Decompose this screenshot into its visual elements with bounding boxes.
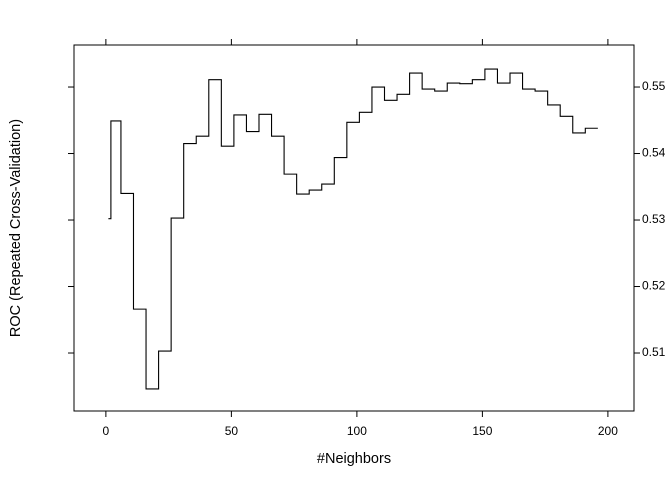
x-tick-label: 100 [347,424,367,438]
y-tick-label: 0.54 [642,146,666,160]
y-tick-label: 0.52 [642,279,666,293]
y-tick-label: 0.53 [642,212,666,226]
x-tick-label: 50 [225,424,239,438]
x-tick-label: 200 [598,424,618,438]
y-tick-label: 0.55 [642,79,666,93]
y-axis-label: ROC (Repeated Cross-Validation) [8,119,24,337]
x-tick-label: 150 [472,424,492,438]
plot-frame [73,44,635,412]
x-axis-label: #Neighbors [317,451,391,467]
y-tick-label: 0.51 [642,345,666,359]
step-line [108,68,598,390]
x-tick-label: 0 [103,424,110,438]
